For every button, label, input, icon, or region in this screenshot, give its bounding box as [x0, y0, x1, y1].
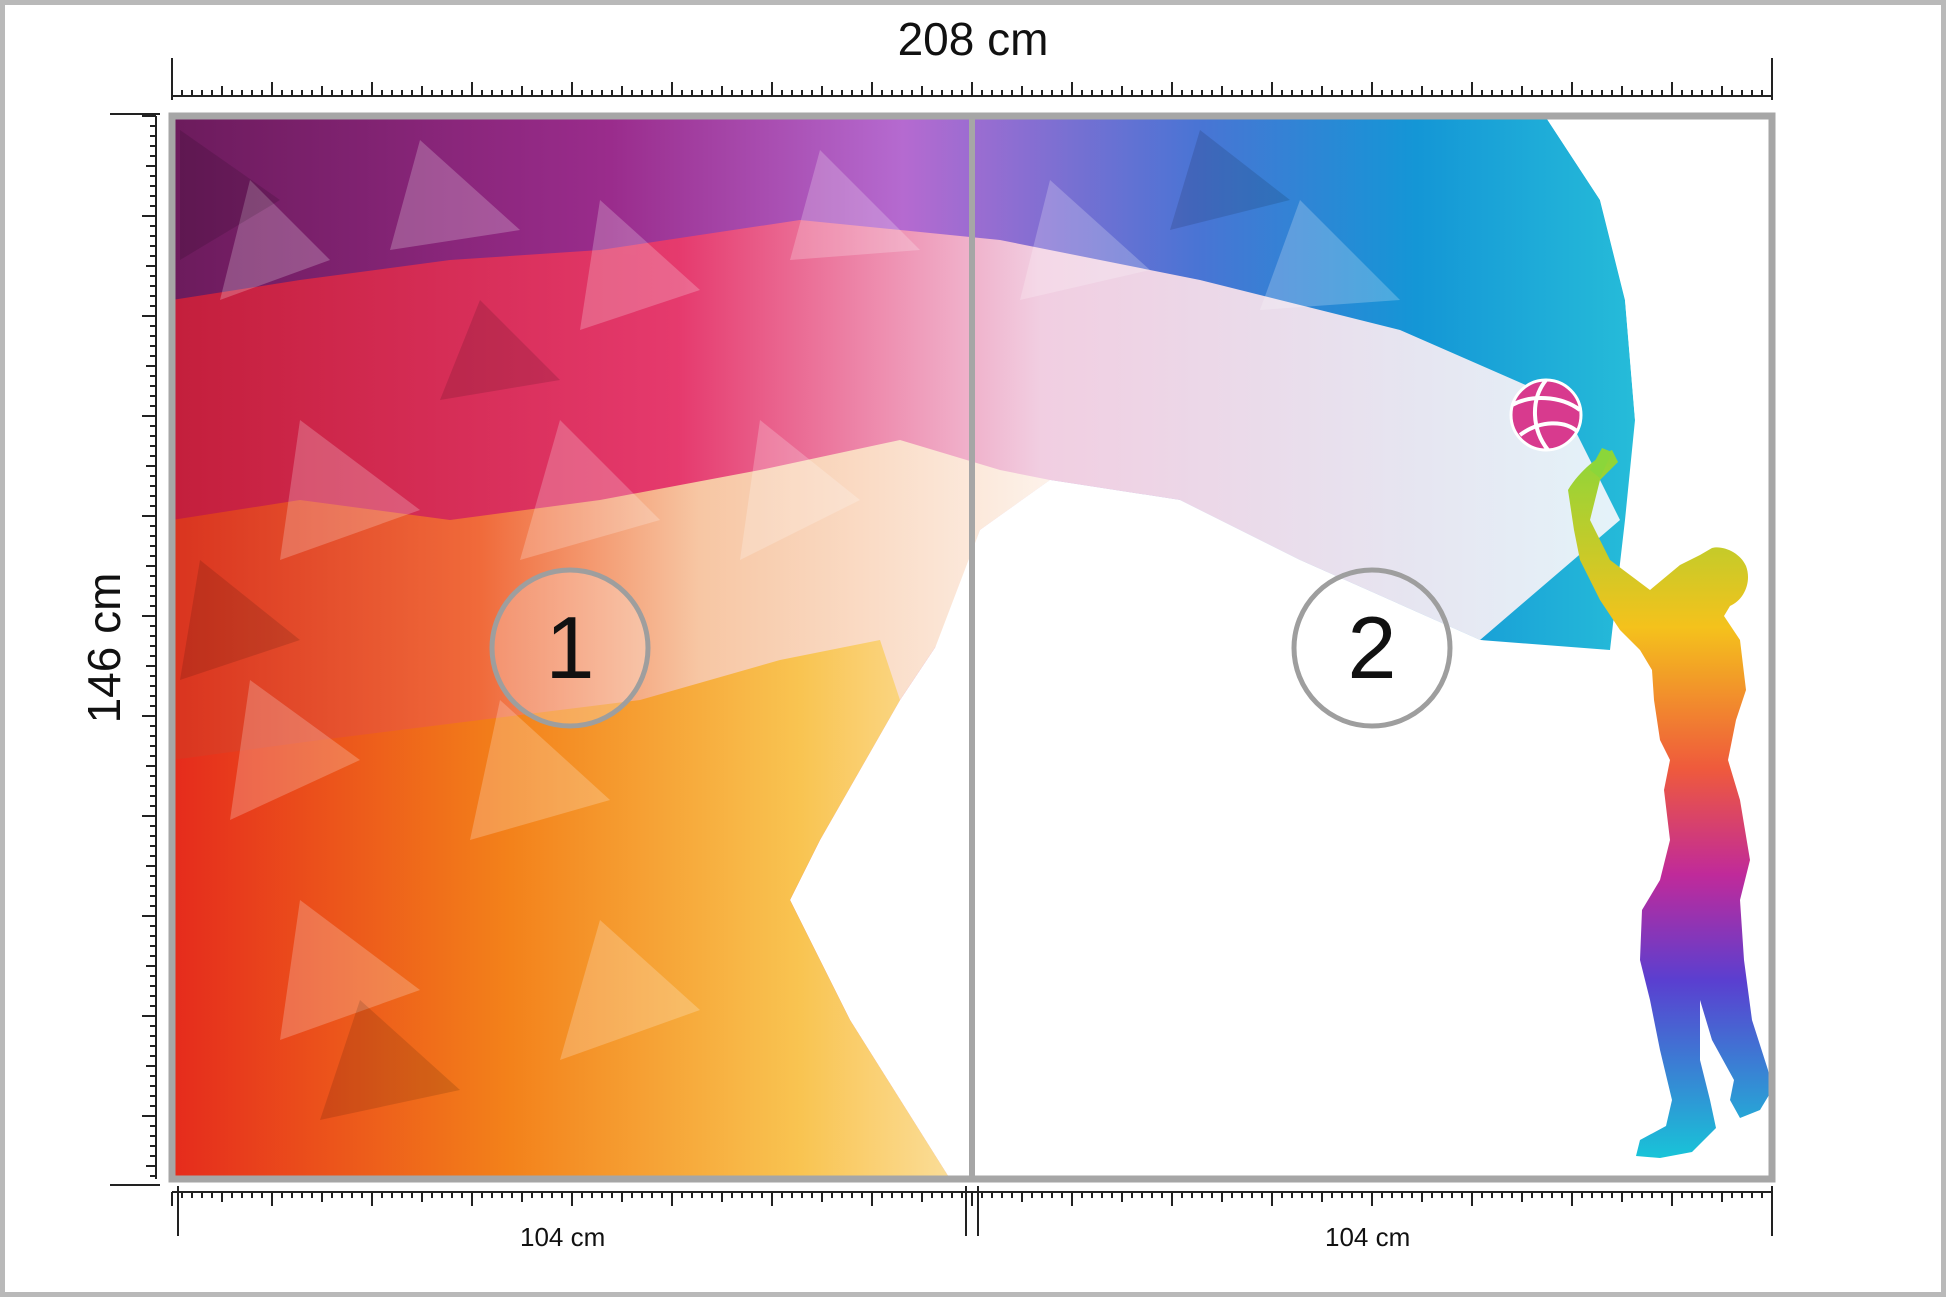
panel-1-width-label: 104 cm [520, 1222, 606, 1252]
volleyball-player-figure [1568, 448, 1772, 1158]
panel-2-width-label: 104 cm [1325, 1222, 1411, 1252]
low-poly-wave-art [172, 116, 1772, 1179]
total-height-label: 146 cm [78, 572, 130, 724]
panel-1-badge [489, 567, 651, 729]
top-ruler [171, 58, 1773, 100]
panel-2-number: 2 [1348, 598, 1397, 697]
left-ruler [110, 113, 160, 1186]
volleyball-ball [1509, 378, 1583, 452]
total-width-label: 208 cm [897, 13, 1049, 65]
panel-1-number: 1 [546, 598, 595, 697]
bottom-ruler [171, 1186, 1773, 1236]
panel-2-badge [1291, 567, 1453, 729]
